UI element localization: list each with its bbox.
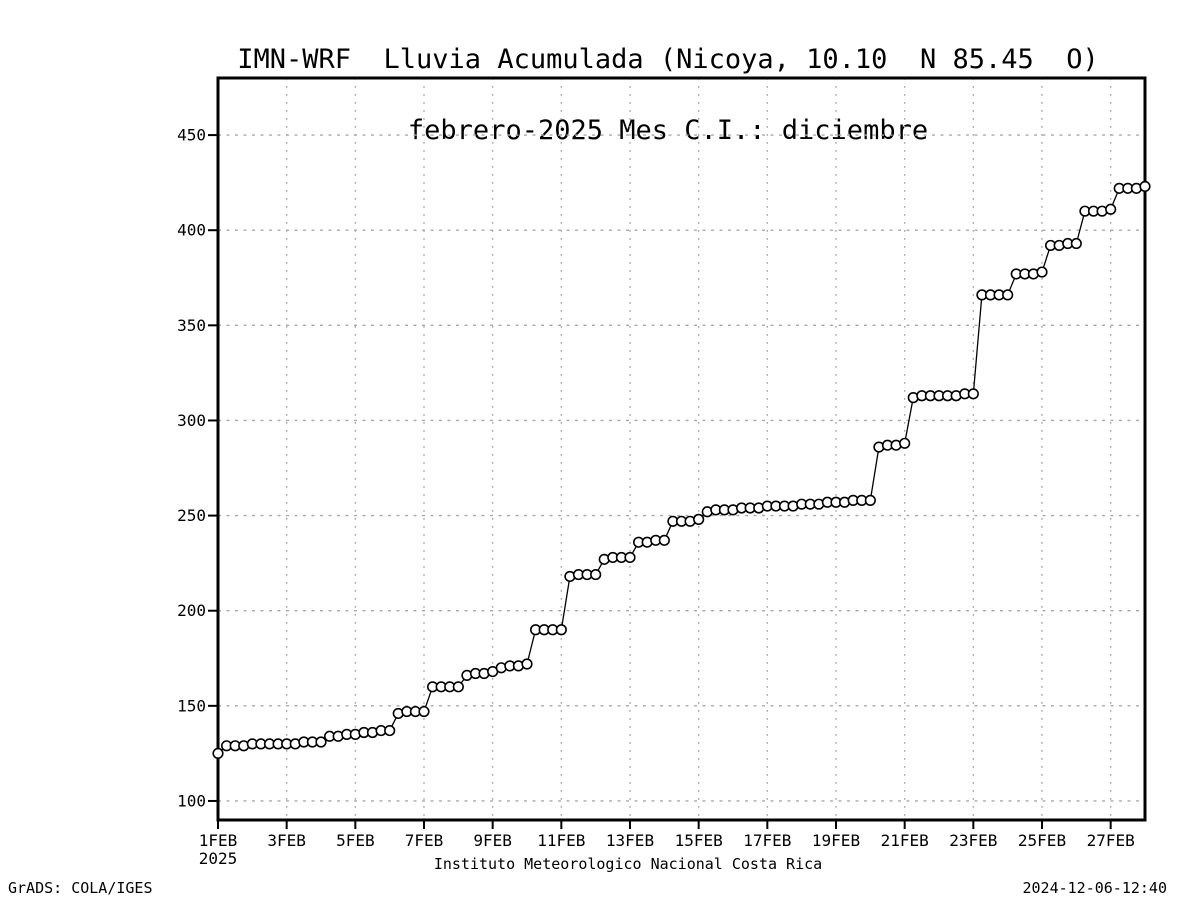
y-tick-label: 350 (177, 316, 206, 335)
data-point (1105, 203, 1117, 215)
x-tick-label: 13FEB (606, 831, 654, 850)
data-point (555, 624, 567, 636)
x-tick-label: 27FEB (1087, 831, 1135, 850)
data-point (521, 658, 533, 670)
data-point (590, 568, 602, 581)
x-tick-label: 25FEB (1018, 831, 1066, 850)
data-point (658, 534, 670, 546)
gridlines (218, 78, 1145, 820)
x-tick-label: 23FEB (949, 831, 997, 850)
axis-ticks (208, 134, 1112, 829)
y-tick-label: 300 (177, 411, 206, 430)
series-line (217, 185, 1146, 754)
grads-credit: GrADS: COLA/IGES (8, 879, 153, 897)
y-axis-labels: 100 150 200 250 300 350 400 450 (177, 126, 206, 811)
x-tick-label: 7FEB (405, 831, 444, 850)
data-point (624, 551, 636, 564)
data-point (967, 388, 979, 400)
data-point (418, 705, 430, 718)
data-point (1139, 180, 1151, 193)
data-point (1036, 266, 1048, 278)
data-point (1002, 289, 1014, 301)
plot-frame (216, 76, 1147, 822)
y-tick-label: 100 (177, 791, 206, 810)
chart-title-line1: IMN-WRF Lluvia Acumulada (Nicoya, 10.10 … (237, 44, 1099, 75)
data-point (864, 494, 876, 506)
y-tick-label: 200 (177, 601, 206, 620)
data-point (315, 736, 327, 748)
data-point (693, 513, 705, 525)
x-tick-label: 21FEB (881, 831, 929, 850)
chart-title-line2: febrero-2025 Mes C.I.: diciembre (407, 115, 929, 146)
x-tick-label: 3FEB (267, 831, 306, 850)
data-point (1070, 237, 1082, 250)
x-tick-label: 17FEB (743, 831, 791, 850)
x-tick-label: 9FEB (473, 831, 512, 850)
x-tick-label: 1FEB (199, 831, 238, 850)
x-tick-label: 19FEB (812, 831, 860, 850)
data-point (452, 681, 464, 693)
data-point (384, 724, 396, 737)
chart-title: IMN-WRF Lluvia Acumulada (Nicoya, 10.10 … (237, 5, 1099, 185)
x-axis-caption: Instituto Meteorologico Nacional Costa R… (433, 855, 823, 873)
x-tick-sublabel: 2025 (199, 849, 238, 868)
data-point (899, 437, 911, 449)
creation-timestamp: 2024-12-06-12:40 (1022, 879, 1168, 897)
x-tick-label: 5FEB (336, 831, 375, 850)
y-tick-label: 150 (177, 696, 206, 715)
x-tick-label: 11FEB (537, 831, 585, 850)
x-tick-label: 15FEB (675, 831, 723, 850)
y-tick-label: 450 (177, 126, 206, 145)
data-points (212, 180, 1151, 760)
y-tick-label: 400 (177, 221, 206, 240)
data-point (212, 747, 224, 760)
y-tick-label: 250 (177, 506, 206, 525)
